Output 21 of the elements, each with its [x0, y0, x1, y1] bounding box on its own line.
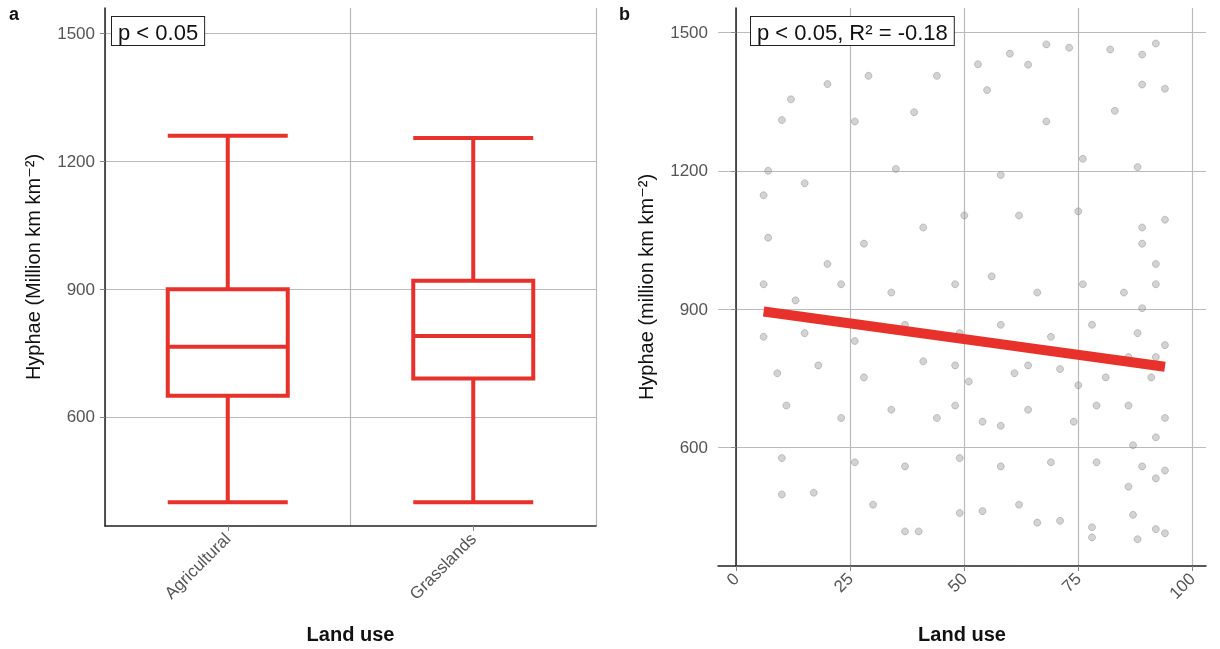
- y-axis-title: Hyphae (Million km km⁻²): [22, 153, 44, 381]
- x-tick-label: 75: [1058, 569, 1086, 597]
- y-tick-label: 1200: [670, 161, 708, 181]
- y-tick-label: 600: [679, 437, 708, 457]
- y-tick-label: 900: [679, 299, 708, 319]
- x-tick-label: 100: [1165, 569, 1200, 603]
- x-tick-label: 25: [830, 569, 857, 597]
- chart-title: a: [9, 4, 20, 24]
- y-tick-label: 1500: [670, 22, 708, 42]
- x-tick-label: 50: [944, 569, 971, 597]
- chart-title: b: [619, 4, 630, 24]
- y-tick-label: 1200: [57, 151, 95, 171]
- annotation: p < 0.05: [118, 19, 199, 45]
- annotation: p < 0.05, R² = -0.18: [757, 19, 948, 45]
- y-tick-label: 900: [66, 279, 95, 299]
- y-tick-label: 1500: [57, 24, 95, 44]
- y-tick-label: 600: [66, 407, 95, 427]
- x-axis-title: Land use: [306, 623, 395, 645]
- y-axis-title: Hyphae (million km km⁻²): [635, 173, 657, 401]
- x-tick-label: 0: [722, 569, 743, 590]
- x-axis-title: Land use: [918, 623, 1006, 645]
